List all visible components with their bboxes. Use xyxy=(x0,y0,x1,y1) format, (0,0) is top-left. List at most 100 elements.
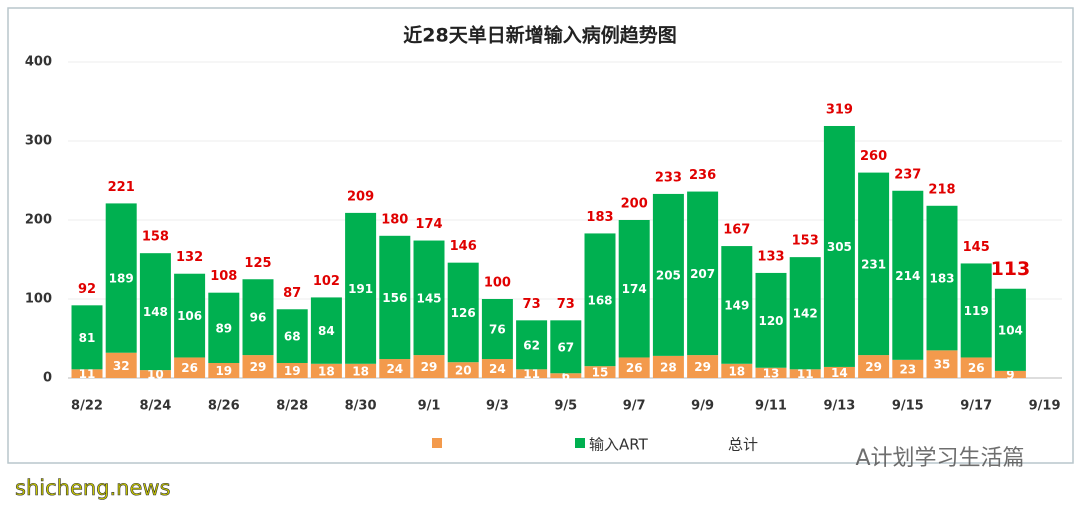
bar-segment xyxy=(276,362,308,378)
y-tick-label: 300 xyxy=(25,134,52,149)
x-tick-label: 9/7 xyxy=(623,399,646,414)
bar-segment xyxy=(789,369,821,378)
data-label: 24 xyxy=(386,362,403,376)
data-label: 68 xyxy=(284,330,301,344)
watermark: shicheng.news xyxy=(15,476,171,500)
data-label: 18 xyxy=(728,364,745,378)
bar-segment xyxy=(687,191,719,356)
data-label: 13 xyxy=(763,366,780,380)
bar-segment xyxy=(721,246,753,364)
bar-segment xyxy=(345,363,377,378)
data-label: 142 xyxy=(793,307,818,321)
bar-segment xyxy=(926,205,958,351)
bar-segment xyxy=(105,352,137,378)
bar-segment xyxy=(413,240,445,356)
data-label: 15 xyxy=(592,366,609,380)
bar-segment xyxy=(447,362,479,378)
legend-swatch xyxy=(432,438,442,448)
chart-title: 近28天单日新增输入病例趋势图 xyxy=(403,24,676,47)
data-label: 76 xyxy=(489,323,506,337)
bar-segment xyxy=(276,309,308,363)
legend-label: 总计 xyxy=(728,436,758,454)
bar-segment xyxy=(481,299,513,360)
data-label: 19 xyxy=(215,364,232,378)
bar-segment xyxy=(345,212,377,364)
bar-segment xyxy=(174,273,206,358)
bar-segment xyxy=(994,288,1026,371)
bar-segment xyxy=(71,305,103,370)
total-label: 133 xyxy=(757,249,784,264)
data-label: 11 xyxy=(79,367,96,381)
total-label: 167 xyxy=(723,223,750,238)
data-label: 28 xyxy=(660,360,677,374)
total-label: 174 xyxy=(415,217,442,232)
total-label: 92 xyxy=(78,282,96,297)
data-label: 156 xyxy=(382,291,407,305)
total-label: 237 xyxy=(894,167,921,182)
data-label: 148 xyxy=(143,305,168,319)
data-label: 84 xyxy=(318,324,335,338)
y-tick-label: 100 xyxy=(25,292,52,307)
total-label: 209 xyxy=(347,189,374,204)
data-label: 104 xyxy=(998,323,1023,337)
data-label: 35 xyxy=(934,358,951,372)
total-label: 146 xyxy=(450,239,477,254)
bar-segment xyxy=(481,359,513,378)
x-tick-label: 9/11 xyxy=(755,399,787,414)
data-label: 19 xyxy=(284,364,301,378)
data-label: 126 xyxy=(451,306,476,320)
data-label: 29 xyxy=(694,360,711,374)
bar-segment xyxy=(242,355,274,378)
bar-segment xyxy=(310,363,342,378)
data-label: 214 xyxy=(895,269,920,283)
bar-segment xyxy=(789,257,821,370)
total-label: 108 xyxy=(210,269,237,284)
x-tick-label: 9/1 xyxy=(418,399,441,414)
data-label: 20 xyxy=(455,364,472,378)
y-tick-label: 0 xyxy=(43,371,52,386)
bar-segment xyxy=(584,366,616,378)
bar-segment xyxy=(823,366,855,378)
data-label: 62 xyxy=(523,338,540,352)
total-label: 87 xyxy=(283,286,301,301)
bar-segment xyxy=(516,369,548,378)
bar-segment xyxy=(208,362,240,378)
x-tick-label: 8/26 xyxy=(208,399,240,414)
x-tick-label: 9/5 xyxy=(554,399,577,414)
bar-segment xyxy=(174,357,206,378)
data-label: 32 xyxy=(113,359,130,373)
total-label: 200 xyxy=(621,197,648,212)
total-label: 236 xyxy=(689,168,716,183)
bar-segment xyxy=(447,262,479,363)
data-label: 29 xyxy=(421,360,438,374)
data-label: 145 xyxy=(416,291,441,305)
bar-segment xyxy=(755,272,787,368)
total-label: 153 xyxy=(792,234,819,249)
data-label: 23 xyxy=(899,362,916,376)
bar-segment xyxy=(413,355,445,378)
x-tick-label: 8/30 xyxy=(345,399,377,414)
bar-segment xyxy=(242,279,274,356)
bar-segment xyxy=(960,357,992,378)
bar-segment xyxy=(139,253,171,371)
total-label: 233 xyxy=(655,170,682,185)
data-label: 26 xyxy=(968,361,985,375)
x-tick-label: 9/17 xyxy=(960,399,992,414)
legend-swatch xyxy=(575,438,585,448)
data-label: 29 xyxy=(865,360,882,374)
x-tick-label: 9/15 xyxy=(892,399,924,414)
total-label: 100 xyxy=(484,276,511,291)
total-label: 113 xyxy=(991,258,1031,280)
bar-segment xyxy=(926,350,958,378)
data-label: 29 xyxy=(250,360,267,374)
data-label: 207 xyxy=(690,267,715,281)
bar-segment xyxy=(310,297,342,364)
data-label: 18 xyxy=(318,364,335,378)
bar-segment xyxy=(618,220,650,358)
total-label: 221 xyxy=(108,180,135,195)
data-label: 120 xyxy=(758,314,783,328)
data-label: 10 xyxy=(147,368,164,382)
bar-segment xyxy=(652,355,684,378)
data-label: 106 xyxy=(177,309,202,323)
data-label: 231 xyxy=(861,257,886,271)
